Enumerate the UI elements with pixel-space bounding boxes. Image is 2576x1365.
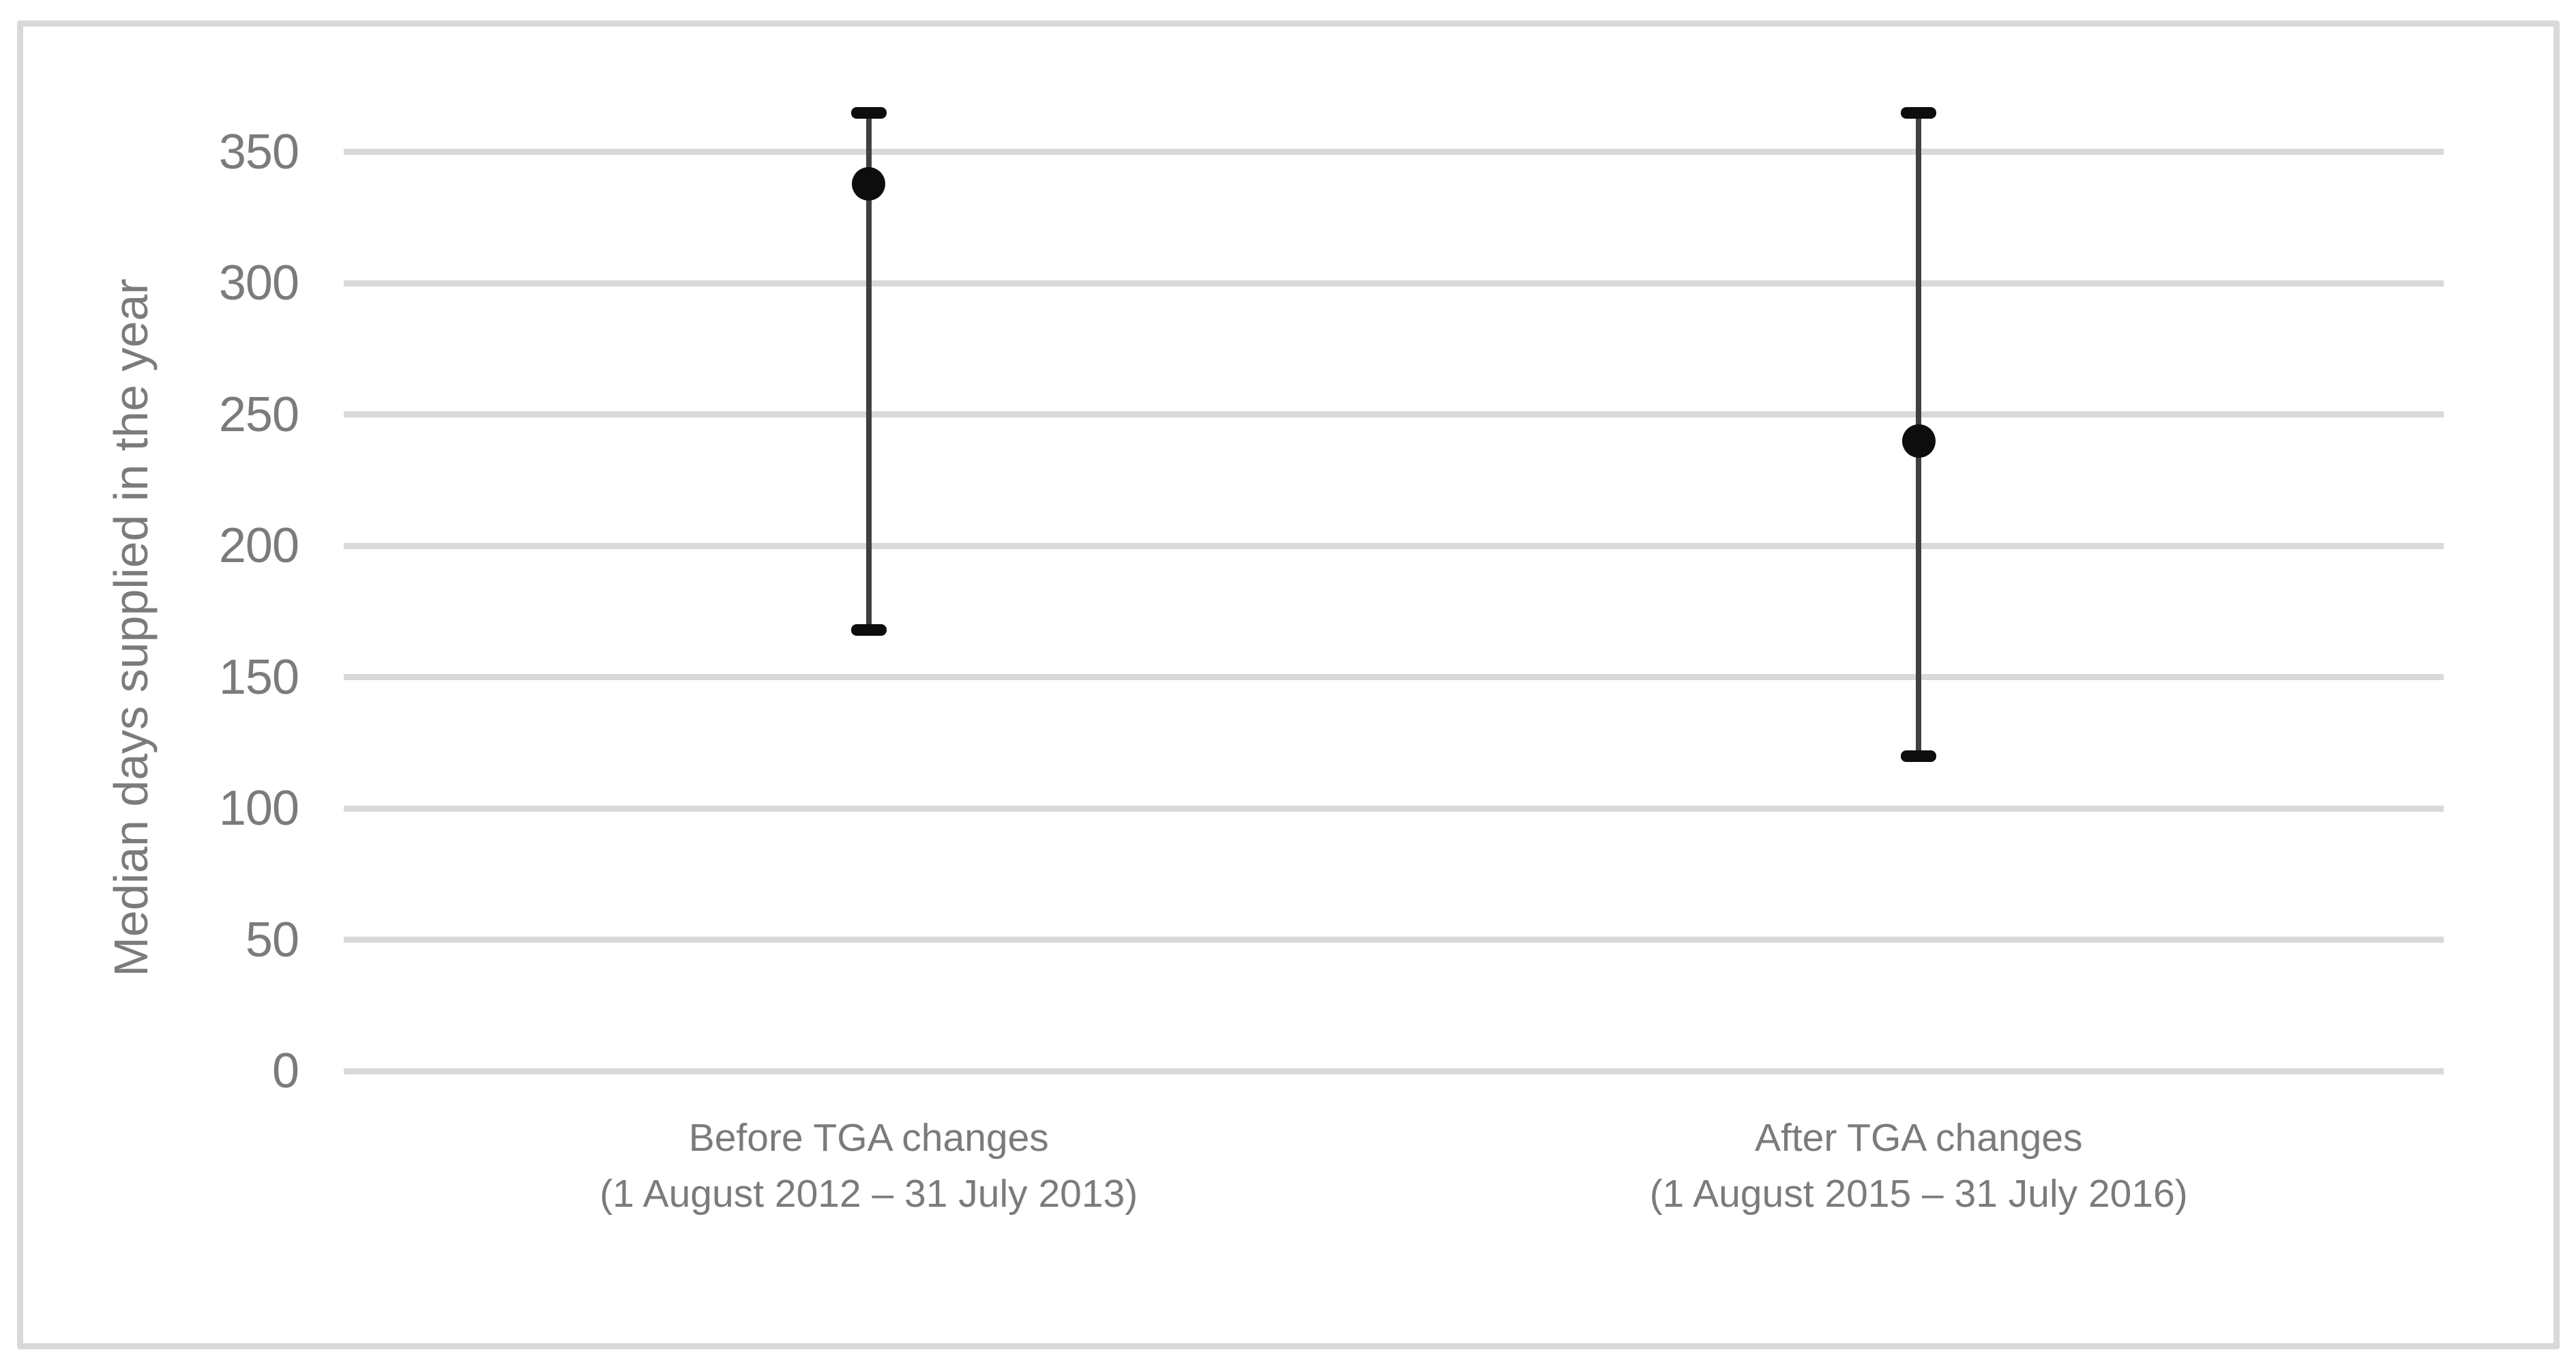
gridline-y-100 xyxy=(344,805,2444,812)
y-tick-label-150: 150 xyxy=(218,649,299,705)
y-tick-label-200: 200 xyxy=(218,518,299,574)
y-tick-label-0: 0 xyxy=(271,1044,299,1098)
median-marker-1 xyxy=(1901,424,1936,458)
x-category-label-1-line2: (1 August 2015 – 31 July 2016) xyxy=(1649,1172,2188,1216)
x-category-label-1-line1: After TGA changes xyxy=(1754,1116,2083,1160)
median-marker-0 xyxy=(852,166,886,201)
error-bar-cap-lower-1 xyxy=(1901,750,1937,762)
y-axis-title: Median days supplied in the year xyxy=(104,278,158,977)
y-tick-label-350: 350 xyxy=(218,124,299,179)
y-tick-label-100: 100 xyxy=(218,781,299,836)
x-category-label-1: After TGA changes (1 August 2015 – 31 Jul… xyxy=(1509,1110,2328,1222)
gridline-y-0 xyxy=(344,1068,2444,1074)
y-tick-label-250: 250 xyxy=(218,387,299,442)
gridline-y-200 xyxy=(344,542,2444,549)
error-bar-cap-upper-1 xyxy=(1901,106,1937,119)
gridline-y-150 xyxy=(344,674,2444,681)
error-bar-cap-upper-0 xyxy=(850,106,887,119)
figure-border xyxy=(17,20,2560,1349)
x-category-label-0-line2: (1 August 2012 – 31 July 2013) xyxy=(599,1172,1138,1216)
y-tick-label-50: 50 xyxy=(245,912,299,967)
error-bar-cap-lower-0 xyxy=(850,623,887,636)
error-bar-line-0 xyxy=(865,113,872,630)
y-tick-label-300: 300 xyxy=(218,256,299,311)
x-category-label-0-line1: Before TGA changes xyxy=(688,1116,1049,1160)
gridline-y-300 xyxy=(344,280,2444,287)
x-category-label-0: Before TGA changes (1 August 2012 – 31 Ju… xyxy=(460,1110,1278,1222)
gridline-y-250 xyxy=(344,411,2444,418)
gridline-y-350 xyxy=(344,149,2444,156)
gridline-y-50 xyxy=(344,937,2444,943)
